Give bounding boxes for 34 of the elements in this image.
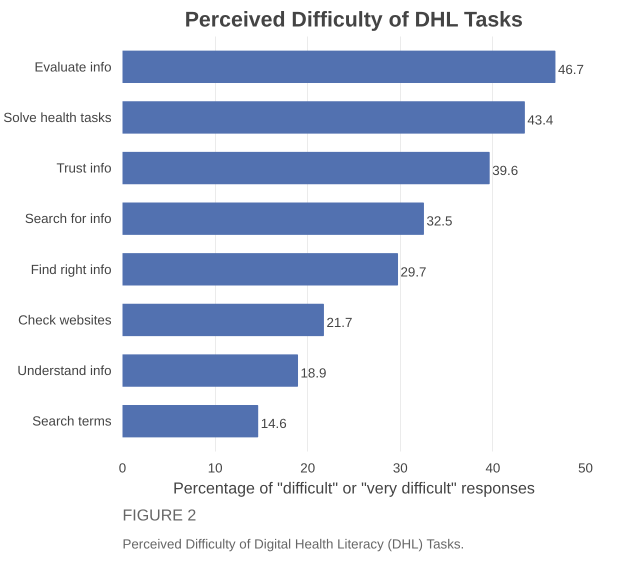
data-label: 14.6 [260, 416, 287, 432]
x-axis-title: Percentage of "difficult" or "very difficult" responses [173, 480, 535, 498]
chart-title: Perceived Difficulty of DHL Tasks [184, 8, 523, 32]
bar [122, 202, 424, 235]
bar [122, 253, 398, 286]
x-tick-label: 10 [208, 460, 223, 476]
data-label: 18.9 [300, 366, 326, 381]
y-tick-label: Solve health tasks [3, 110, 112, 125]
bar [122, 50, 556, 84]
x-tick-label: 50 [578, 460, 593, 476]
data-label: 29.7 [400, 264, 426, 280]
x-tick-label: 30 [392, 460, 408, 476]
x-tick-label: 0 [118, 460, 126, 476]
bar [122, 304, 324, 336]
caption: FIGURE 2 [122, 508, 196, 524]
y-tick-label: Check websites [18, 312, 112, 328]
data-label: 21.7 [326, 314, 352, 330]
x-tick-label: 20 [300, 460, 316, 476]
data-label: 43.4 [527, 112, 554, 128]
bar [122, 101, 525, 134]
text: Perceived Difficulty of Digital Health Literacy (DHL) Tasks. [122, 536, 464, 552]
y-tick-label: Evaluate info [34, 59, 112, 74]
bar [122, 152, 490, 184]
bar [122, 404, 258, 438]
bar [122, 354, 298, 387]
x-tick-label: 40 [485, 460, 500, 476]
y-tick-label: Trust info [56, 160, 112, 176]
data-label: 46.7 [558, 62, 584, 77]
y-tick-label: Search terms [32, 414, 112, 429]
y-tick-label: Understand info [17, 363, 112, 378]
data-label: 32.5 [426, 214, 452, 229]
data-label: 39.6 [492, 163, 518, 178]
y-tick-label: Search for info [24, 211, 112, 226]
y-tick-label: Find right info [30, 262, 112, 277]
